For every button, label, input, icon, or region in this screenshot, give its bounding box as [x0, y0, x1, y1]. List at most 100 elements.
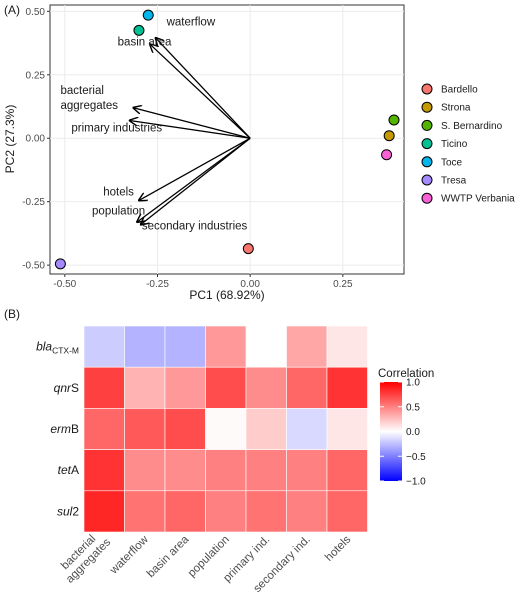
pca-point	[242, 243, 254, 255]
pca-y-tick-label: -0.25	[22, 197, 45, 208]
heatmap-cell	[164, 325, 206, 368]
colorbar-tick-label: 1.0	[406, 378, 420, 389]
pca-point	[388, 114, 400, 126]
heatmap-cell	[164, 366, 206, 409]
pca-x-tick-label: 0.25	[333, 279, 353, 290]
legend-label: WWTP Verbania	[441, 194, 515, 205]
legend-key	[421, 174, 433, 186]
heatmap-cell	[326, 490, 368, 533]
heatmap-row-label: tetA	[58, 463, 79, 477]
heatmap-column-label: hotels	[323, 533, 353, 563]
heatmap-cell	[164, 408, 206, 450]
heatmap-row-label: blaCTX-M	[36, 340, 79, 356]
loading-arrow-label: primary industries	[71, 122, 162, 134]
heatmap-cell	[83, 490, 125, 533]
legend-key	[421, 156, 433, 168]
colorbar-tick-label: 0.5	[406, 402, 420, 413]
pca-ticks: -0.50 -0.25 0.00 0.25 -0.50 -0.25 0.00 0.25 0.50	[22, 7, 353, 290]
pca-y-tick-label: 0.50	[26, 7, 46, 18]
heatmap-cell	[124, 449, 166, 492]
pca-biplot: -0.50 -0.25 0.00 0.25 -0.50 -0.25 0.00 0.25 0.50…	[3, 4, 515, 302]
loading-arrow	[141, 137, 251, 224]
heatmap-cell	[205, 366, 247, 409]
loading-arrow-label: hotels	[103, 186, 134, 198]
loading-arrow-label: basin area	[118, 37, 172, 49]
legend-label: Bardello	[441, 85, 478, 96]
heatmap-cells	[83, 325, 368, 533]
heatmap-cell	[326, 325, 368, 368]
loading-arrow	[137, 137, 251, 222]
legend-key	[421, 138, 433, 150]
colorbar-tick-label: −0.5	[406, 452, 426, 463]
pca-point	[383, 130, 395, 142]
pca-point	[54, 258, 66, 270]
colorbar-tick-label: 0.0	[406, 427, 420, 438]
pca-y-axis-title: PC2 (27.3%)	[3, 105, 17, 174]
legend-label: Strona	[441, 103, 471, 114]
heatmap-cell	[124, 408, 166, 450]
pca-x-tick-label: -0.50	[53, 279, 76, 290]
pca-legend: Bardello Strona S. Bernardino Ticino Toce Tre…	[421, 83, 515, 205]
heatmap-cell	[164, 449, 206, 492]
heatmap-cell	[326, 449, 368, 492]
colorbar-ticks: 1.0 0.5 0.0 −0.5 −1.0	[380, 378, 426, 488]
legend-key	[421, 192, 433, 204]
colorbar-title: Correlation	[378, 368, 434, 380]
heatmap-row-labels: blaCTX-M qnrS ermB tetA sul2	[36, 340, 79, 519]
correlation-heatmap: blaCTX-M qnrS ermB tetA sul2 bacterialaggreg…	[36, 325, 434, 595]
pca-point	[381, 149, 393, 161]
heatmap-row-label: ermB	[50, 422, 79, 436]
pca-x-axis-title: PC1 (68.92%)	[189, 288, 264, 302]
heatmap-row-label: qnrS	[54, 381, 79, 395]
heatmap-cell	[83, 366, 125, 409]
colorbar-tick-label: −1.0	[406, 477, 426, 488]
correlation-colorbar: Correlation 1.0 0.5 0.0 −0.5 −1.0	[378, 368, 434, 488]
heatmap-cell	[286, 408, 328, 450]
colorbar-gradient	[380, 382, 402, 481]
legend-label: Toce	[441, 157, 463, 168]
heatmap-cell	[286, 490, 328, 533]
heatmap-cell	[83, 325, 125, 368]
loading-arrow	[130, 120, 251, 139]
pca-loading-arrows: waterflow basin area bacterial aggregates pr…	[60, 16, 251, 233]
heatmap-column-label: basin area	[145, 533, 192, 580]
heatmap-column-label: bacterialaggregates	[55, 527, 114, 586]
heatmap-cell	[124, 366, 166, 409]
heatmap-cell	[245, 408, 287, 450]
legend-label: Tresa	[441, 176, 467, 187]
loading-arrow-label: population	[92, 205, 145, 217]
pca-x-tick-label: 0.00	[240, 279, 260, 290]
pca-y-tick-label: -0.50	[22, 261, 45, 272]
heatmap-cell	[83, 408, 125, 450]
pca-y-tick-label: 0.25	[26, 70, 46, 81]
pca-x-tick-label: -0.25	[146, 279, 169, 290]
heatmap-cell	[205, 490, 247, 533]
heatmap-cell	[286, 325, 328, 368]
loading-arrow-label: secondary industries	[142, 221, 248, 233]
heatmap-cell	[205, 449, 247, 492]
heatmap-cell	[205, 325, 247, 368]
loading-arrow	[139, 137, 251, 200]
heatmap-cell	[164, 490, 206, 533]
heatmap-cell	[205, 408, 247, 450]
legend-label: S. Bernardino	[441, 121, 503, 132]
panel-b-label: (B)	[4, 307, 20, 321]
loading-arrow	[133, 108, 251, 139]
heatmap-cell	[326, 408, 368, 450]
panel-a-label: (A)	[4, 3, 20, 17]
legend-label: Ticino	[441, 139, 468, 150]
pca-plot-area	[49, 4, 405, 275]
heatmap-cell	[245, 449, 287, 492]
legend-key	[421, 101, 433, 113]
heatmap-cell	[83, 449, 125, 492]
heatmap-row-label: sul2	[57, 504, 79, 518]
loading-arrow	[156, 38, 251, 139]
heatmap-cell	[124, 325, 166, 368]
legend-key	[421, 83, 433, 95]
pca-y-tick-label: 0.00	[26, 134, 46, 145]
loading-arrow-label: bacterial aggregates	[60, 85, 118, 112]
heatmap-cell	[286, 449, 328, 492]
loading-arrow	[150, 44, 251, 139]
